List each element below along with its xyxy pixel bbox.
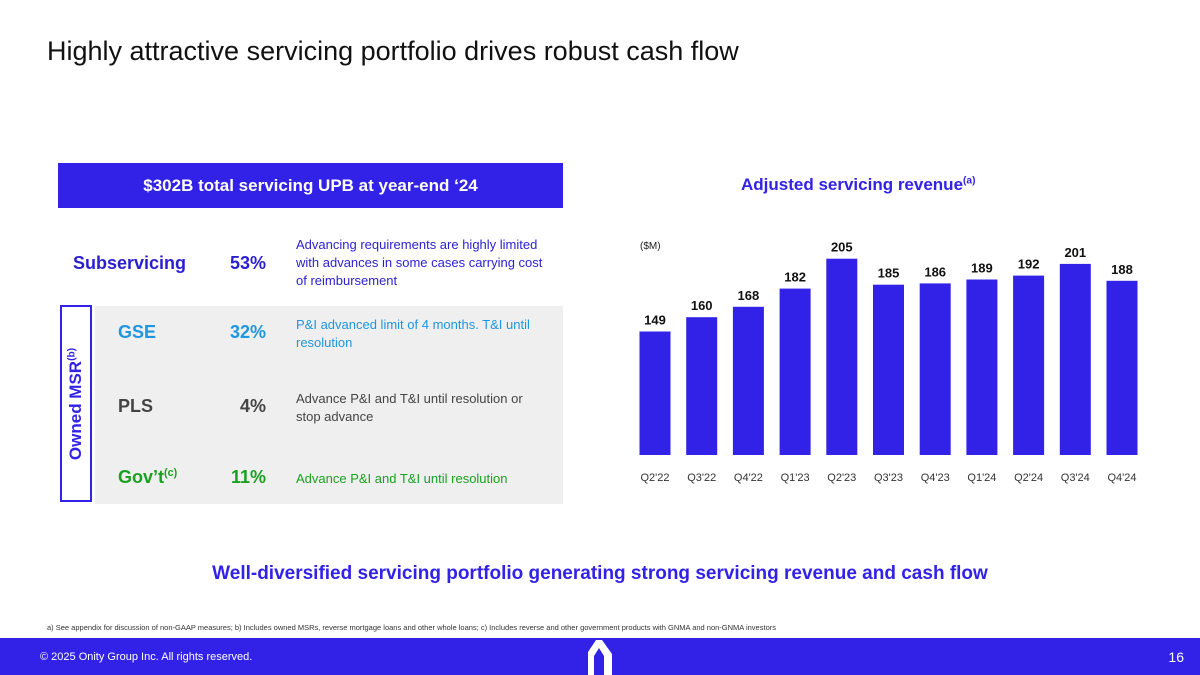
bar <box>826 258 858 455</box>
row-percent: 11% <box>230 467 266 487</box>
bar <box>1059 263 1091 455</box>
row-label: Gov’t(c) <box>118 467 178 487</box>
footnotes: a) See appendix for discussion of non-GA… <box>47 623 776 632</box>
bar <box>1013 275 1045 455</box>
page-number: 16 <box>1168 649 1184 665</box>
row-label: PLS <box>118 396 154 416</box>
row-percent: 4% <box>239 396 266 416</box>
data-label: 189 <box>971 261 993 276</box>
x-tick-label: Q4'24 <box>1107 472 1136 484</box>
data-label: 185 <box>878 266 900 281</box>
data-label: 182 <box>784 270 806 285</box>
upb-banner: $302B total servicing UPB at year-end ‘2… <box>58 163 563 208</box>
summary-text: Well-diversified servicing portfolio gen… <box>212 563 988 584</box>
chart-title: Adjusted servicing revenue(a) <box>741 175 976 194</box>
bar <box>639 331 671 455</box>
x-tick-label: Q3'24 <box>1061 472 1090 484</box>
x-tick-label: Q2'24 <box>1014 472 1043 484</box>
x-tick-label: Q4'22 <box>734 472 763 484</box>
row-label: Subservicing <box>73 253 187 273</box>
x-tick-label: Q3'23 <box>874 472 903 484</box>
row-percent: 53% <box>229 253 266 273</box>
x-tick-label: Q3'22 <box>687 472 716 484</box>
owned-msr-panel <box>95 306 563 504</box>
data-label: 205 <box>831 240 853 255</box>
row-description: Advance P&I and T&I until resolution <box>296 471 508 486</box>
bar <box>732 306 764 455</box>
data-label: 201 <box>1064 245 1086 260</box>
row-description: Advance P&I and T&I until resolution or … <box>296 391 523 424</box>
footer: © 2025 Onity Group Inc. All rights reser… <box>0 638 1200 675</box>
row-label: GSE <box>118 322 157 342</box>
bar <box>966 279 998 455</box>
data-label: 188 <box>1111 262 1133 277</box>
data-label: 160 <box>691 298 713 313</box>
bar <box>1106 280 1138 455</box>
bar <box>919 283 951 455</box>
page-title: Highly attractive servicing portfolio dr… <box>47 36 739 66</box>
x-tick-label: Q2'22 <box>640 472 669 484</box>
data-label: 186 <box>924 264 946 279</box>
row-description: P&I advanced limit of 4 months. T&I unti… <box>296 317 530 350</box>
data-label: 149 <box>644 313 666 328</box>
copyright: © 2025 Onity Group Inc. All rights reser… <box>40 651 253 663</box>
x-tick-label: Q4'23 <box>921 472 950 484</box>
bar <box>873 284 904 455</box>
data-label: 192 <box>1018 257 1040 272</box>
x-tick-label: Q1'23 <box>781 472 810 484</box>
x-tick-label: Q1'24 <box>967 472 996 484</box>
revenue-bar-chart: ($M) 149 Q2'22 160 Q3'22 168 Q4'22 182 Q1'23 205 Q… <box>639 240 1138 484</box>
onity-logo-icon <box>588 640 612 675</box>
owned-msr-box: Owned MSR(b) <box>60 305 92 502</box>
bar <box>779 288 811 455</box>
row-percent: 32% <box>229 322 266 342</box>
data-label: 168 <box>738 288 760 303</box>
x-tick-label: Q2'23 <box>827 472 856 484</box>
bar <box>686 317 718 455</box>
unit-label: ($M) <box>640 241 661 252</box>
row-description: Advancing requirements are highly limite… <box>296 237 543 288</box>
